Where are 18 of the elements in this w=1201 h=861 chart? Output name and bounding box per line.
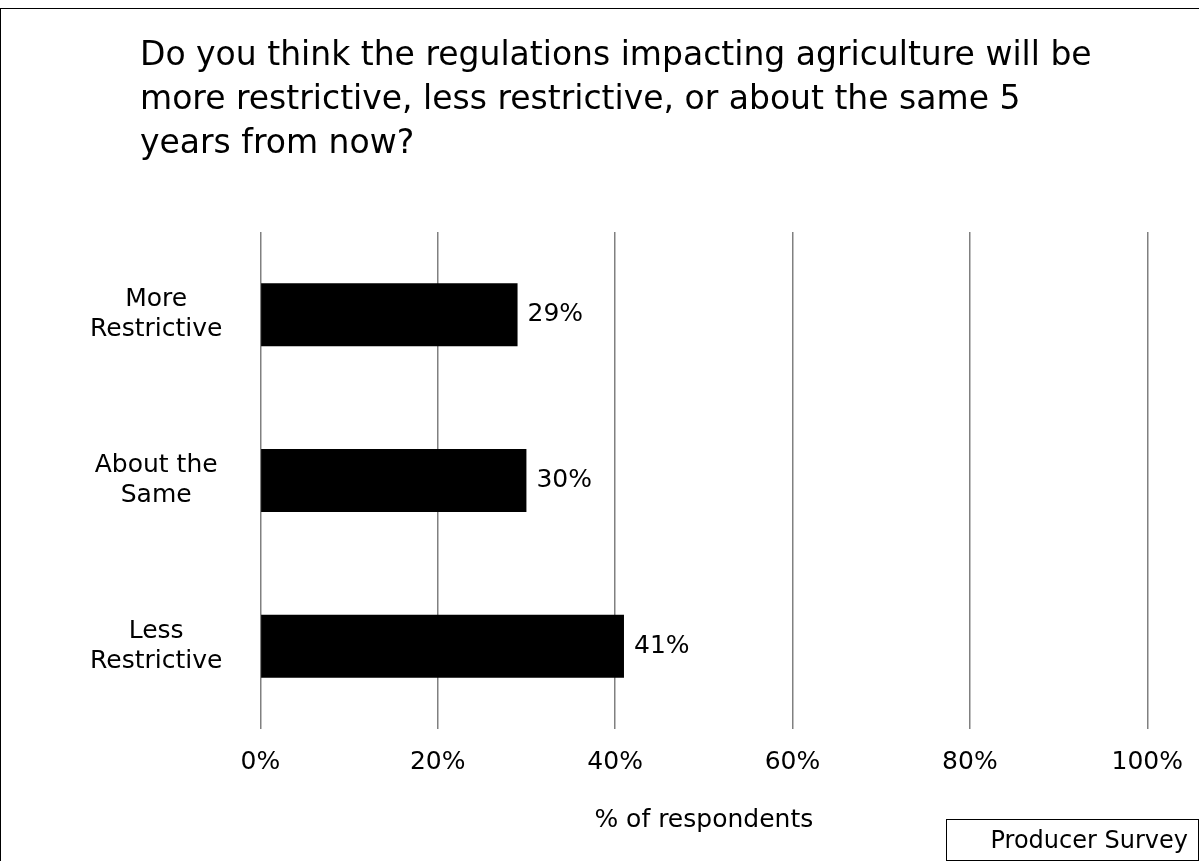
x-tick-label: 100%: [1111, 745, 1184, 775]
x-tick-label: 0%: [240, 745, 281, 775]
data-label: 30%: [536, 464, 592, 493]
bar: [261, 283, 518, 347]
x-axis-title: % of respondents: [594, 803, 814, 833]
chart-title: Do you think the regulations impacting agriculture will be more restrictive, less restrictive, or about the same 5 years from now?: [140, 33, 1093, 163]
data-label: 41%: [633, 629, 690, 659]
x-tick-label: 20%: [409, 745, 466, 775]
y-tick-label: More Restrictive: [89, 283, 223, 343]
x-tick-label: 40%: [587, 745, 643, 775]
x-tick-label: 80%: [942, 745, 998, 775]
text: Producer Survey: [945, 819, 1199, 861]
x-tick-label: 60%: [764, 745, 821, 775]
data-label: 29%: [527, 298, 584, 328]
bar: [261, 614, 624, 678]
y-tick-label: Less Restrictive: [89, 614, 223, 674]
bar: [261, 449, 527, 512]
y-tick-label: About the Same: [94, 449, 218, 508]
